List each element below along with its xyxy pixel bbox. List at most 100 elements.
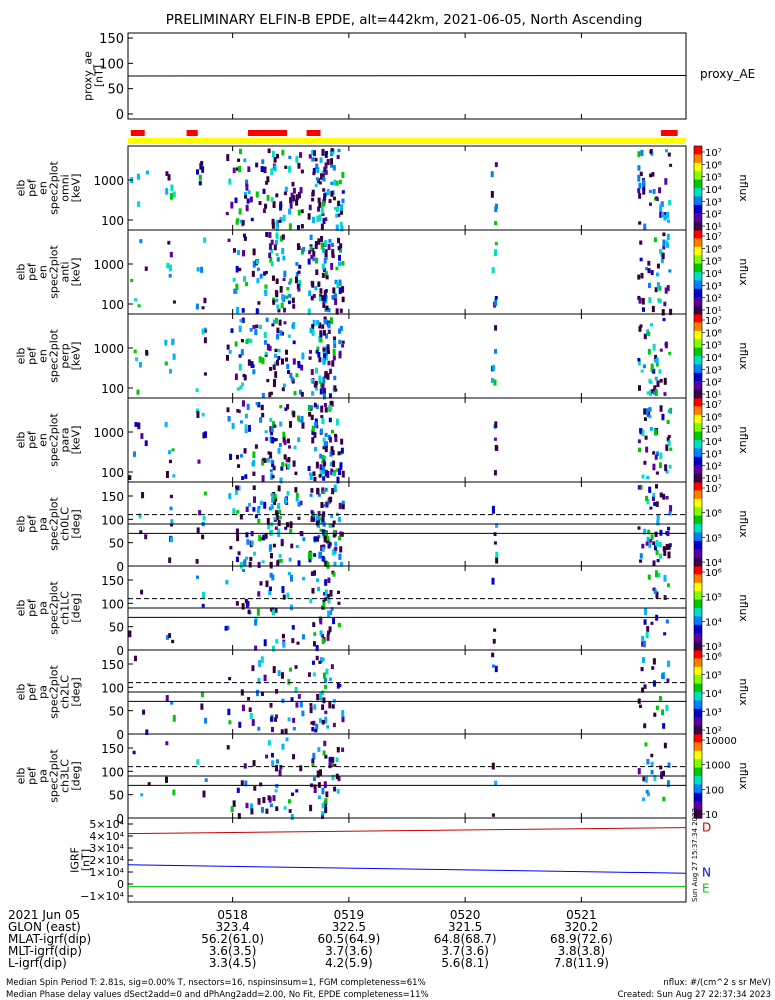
spectrogram-para-pixel bbox=[643, 417, 647, 421]
spectrogram-anti-pixel bbox=[275, 290, 279, 298]
spectrogram-para-pixel bbox=[168, 450, 172, 455]
spectrogram-anti-pixel bbox=[637, 274, 641, 280]
spectrogram-anti-colorbar-cell bbox=[694, 300, 702, 304]
spectrogram-para-pixel bbox=[324, 432, 328, 437]
spectrogram-omni-pixel bbox=[338, 179, 342, 185]
spectrogram-anti-pixel bbox=[268, 243, 272, 250]
pitch-ch2LC-pixel bbox=[307, 672, 311, 677]
pitch-ch3LC: 150100500elbpefpaspec2plotch3LC[deg]1000… bbox=[15, 733, 750, 826]
spectrogram-para-pixel bbox=[237, 409, 241, 413]
pitch-ch1LC-colorbar-cell bbox=[694, 566, 702, 570]
pitch-ch3LC-pixel bbox=[244, 780, 248, 787]
pitch-ch3LC-pixel bbox=[650, 769, 654, 775]
spectrogram-para-pixel bbox=[244, 424, 248, 429]
spectrogram-perp-pixel bbox=[277, 348, 281, 353]
spectrogram-perp-pixel bbox=[654, 376, 658, 381]
pitch-ch0LC-pixel bbox=[648, 539, 652, 543]
spectrogram-omni-pixel bbox=[247, 166, 251, 173]
spectrogram-para-pixel bbox=[273, 424, 277, 428]
pitch-ch2LC-pixel bbox=[258, 660, 262, 667]
spectrogram-anti-pixel bbox=[268, 252, 272, 258]
spectrogram-anti-pixel bbox=[319, 288, 323, 294]
spectrogram-perp-pixel bbox=[274, 317, 278, 324]
pitch-ch1LC-pixel bbox=[330, 607, 334, 611]
spectrogram-anti-pixel bbox=[275, 253, 279, 257]
spectrogram-perp-ylabel-line: en bbox=[37, 349, 50, 363]
pitch-ch2LC-pixel bbox=[662, 723, 666, 729]
spectrogram-perp-pixel bbox=[324, 352, 328, 357]
spectrogram-para-pixel bbox=[287, 463, 291, 469]
spectrogram-para-pixel bbox=[281, 461, 285, 467]
spectrogram-anti-pixel bbox=[241, 308, 245, 313]
spectrogram-perp-colorbar-cell bbox=[694, 375, 702, 379]
pitch-ch2LC-ylabel-line: pa bbox=[37, 685, 50, 699]
spectrogram-anti-pixel bbox=[256, 267, 260, 271]
spectrogram-anti-pixel bbox=[639, 257, 643, 262]
pitch-ch3LC-pixel bbox=[324, 798, 328, 804]
spectrogram-para-pixel bbox=[307, 465, 311, 472]
pitch-ch1LC: 150100500elbpefpaspec2plotch1LC[deg]10⁶1… bbox=[15, 565, 750, 658]
spectrogram-anti-pixel bbox=[312, 257, 316, 262]
spectrogram-omni-pixel bbox=[288, 166, 292, 173]
spectrogram-anti-pixel bbox=[272, 299, 276, 305]
pitch-ch3LC-pixel bbox=[147, 782, 151, 786]
pitch-ch2LC-pixel bbox=[491, 652, 495, 658]
spectrogram-anti-pixel bbox=[243, 276, 247, 282]
pitch-ch1LC-pixel bbox=[641, 641, 645, 647]
pitch-ch3LC-pixel bbox=[257, 798, 261, 805]
pitch-ch2LC-pixel bbox=[251, 665, 255, 672]
spectrogram-omni-pixel bbox=[291, 181, 295, 187]
spectrogram-omni-pixel bbox=[165, 171, 169, 176]
spectrogram-para-pixel bbox=[319, 470, 323, 476]
pitch-ch0LC-pixel bbox=[310, 488, 314, 493]
pitch-ch3LC-pixel bbox=[318, 769, 322, 777]
pitch-ytick-label: 50 bbox=[109, 789, 124, 803]
spectrogram-anti-pixel bbox=[298, 264, 302, 269]
spectrogram-omni-pixel bbox=[170, 193, 174, 200]
pitch-ch1LC-pixel bbox=[269, 572, 273, 578]
spectrogram-omni-pixel bbox=[318, 181, 322, 185]
spectrogram-omni-pixel bbox=[321, 212, 325, 216]
pitch-ch3LC-pixel bbox=[285, 737, 289, 742]
spectrogram-perp-pixel bbox=[337, 328, 341, 334]
spectrogram-para-pixel bbox=[319, 428, 323, 434]
pitch-ch0LC-pixel bbox=[331, 524, 335, 528]
pitch-ch0LC-pixel bbox=[307, 552, 311, 559]
spectrogram-perp-pixel bbox=[135, 357, 139, 362]
pitch-ch0LC-pixel bbox=[266, 517, 270, 525]
spectrogram-para-pixel bbox=[643, 408, 647, 415]
footer-row-value: 0518 bbox=[217, 908, 248, 922]
spectrogram-para-colorbar-cell bbox=[694, 434, 702, 438]
spectrogram-para-pixel bbox=[664, 464, 668, 472]
spectrogram-omni-pixel bbox=[494, 206, 498, 213]
spectrogram-anti-colorbar-cell bbox=[694, 311, 702, 315]
spectrogram-perp-pixel bbox=[321, 383, 325, 390]
pitch-ch1LC-colorbar-cell bbox=[694, 630, 702, 634]
spectrogram-omni-pixel bbox=[275, 153, 279, 159]
spectrogram-para-colorbar-label: 10⁶ bbox=[705, 412, 722, 423]
spectrogram-omni-colorbar-cell bbox=[694, 182, 702, 186]
spectrogram-anti-pixel bbox=[257, 301, 261, 305]
spectrogram-anti-pixel bbox=[200, 266, 204, 273]
pitch-ch3LC-colorbar-cell bbox=[694, 792, 702, 797]
spectrogram-perp-pixel bbox=[314, 380, 318, 386]
spectrogram-omni-colorbar-cell bbox=[694, 199, 702, 203]
spectrogram-para-colorbar-cell bbox=[694, 398, 702, 402]
pitch-ch0LC-colorbar-cell bbox=[694, 560, 702, 564]
pitch-ch1LC-pixel bbox=[224, 625, 228, 631]
spectrogram-omni-pixel bbox=[316, 206, 320, 212]
pitch-ch0LC-pixel bbox=[334, 541, 338, 547]
pitch-ch0LC-ylabel: elbpefpaspec2plotch0LC[deg] bbox=[15, 497, 83, 551]
pitch-ch1LC-pixel bbox=[653, 588, 657, 594]
spectrogram-perp-pixel bbox=[639, 324, 643, 328]
spectrogram-perp-pixel bbox=[309, 327, 313, 334]
pitch-ch0LC-pixel bbox=[253, 496, 257, 503]
pitch-ch0LC-pixel bbox=[328, 542, 332, 547]
spectrogram-ytick-label: 100 bbox=[101, 298, 124, 312]
spectrogram-para-pixel bbox=[172, 474, 176, 478]
spectrogram-anti-colorbar-cell bbox=[694, 258, 702, 262]
spectrogram-omni-pixel bbox=[314, 157, 318, 162]
pitch-ch0LC-pixel bbox=[326, 535, 330, 541]
spectrogram-para-pixel bbox=[267, 451, 271, 455]
spectrogram-para-pixel bbox=[320, 405, 324, 413]
